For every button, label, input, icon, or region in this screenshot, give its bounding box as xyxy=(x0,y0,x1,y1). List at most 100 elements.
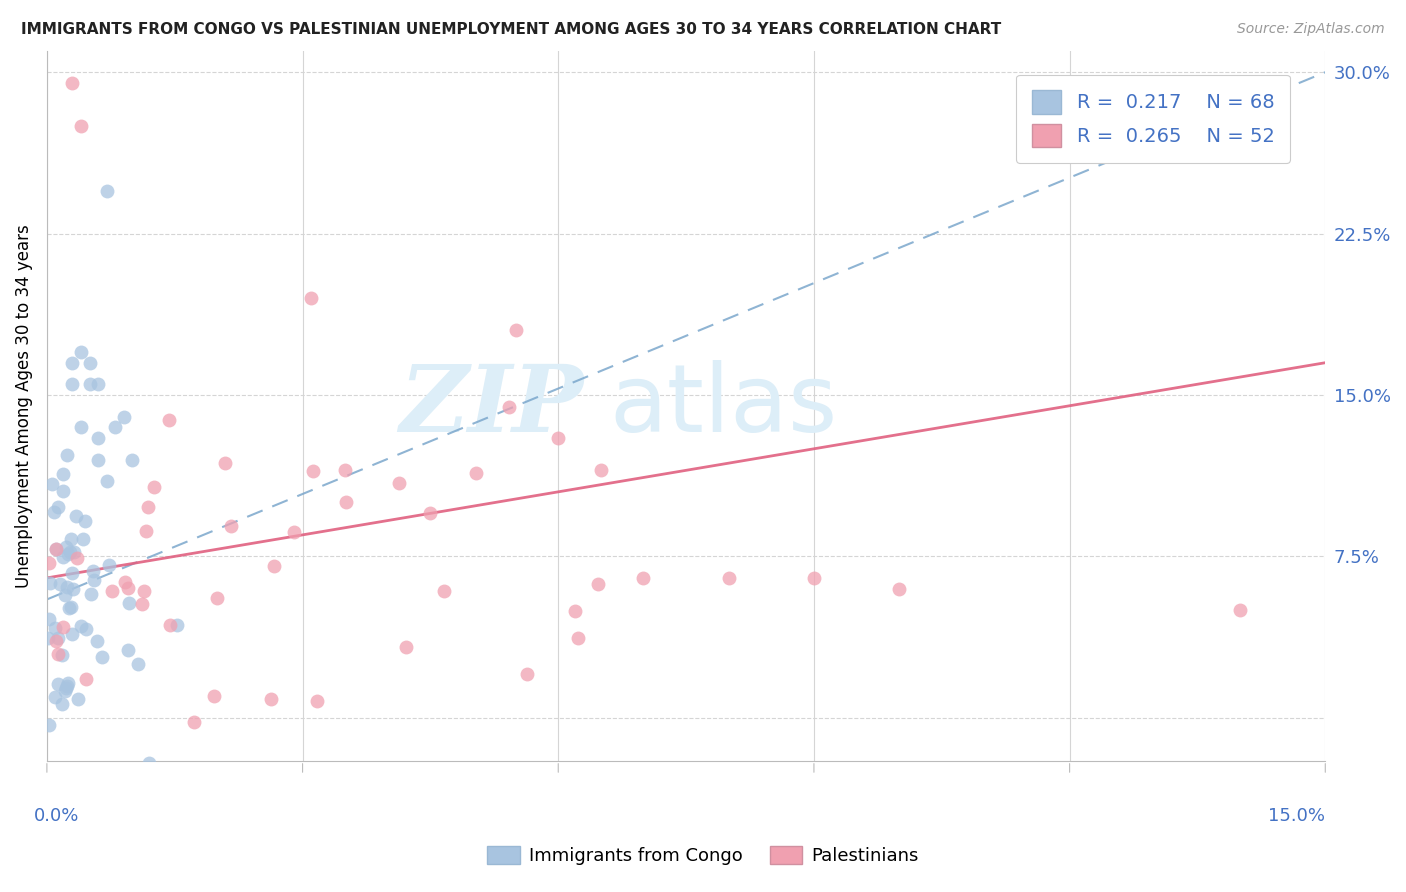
Point xyxy=(51,648,73,662)
Point xyxy=(38,718,60,732)
Point xyxy=(79,772,101,787)
Point xyxy=(46,500,69,515)
Point xyxy=(717,571,740,585)
Point xyxy=(207,591,229,605)
Point xyxy=(97,558,120,573)
Point xyxy=(67,692,90,706)
Point xyxy=(37,631,59,645)
Point xyxy=(96,184,118,198)
Point xyxy=(387,475,409,490)
Legend: R =  0.217    N = 68, R =  0.265    N = 52: R = 0.217 N = 68, R = 0.265 N = 52 xyxy=(1017,75,1289,163)
Point xyxy=(79,377,101,392)
Point xyxy=(395,640,418,655)
Text: 15.0%: 15.0% xyxy=(1268,807,1326,825)
Point xyxy=(79,356,101,370)
Point xyxy=(127,657,149,671)
Point xyxy=(419,507,441,521)
Text: 0.0%: 0.0% xyxy=(34,807,80,825)
Point xyxy=(547,431,569,445)
Point xyxy=(51,697,73,711)
Point xyxy=(41,477,63,491)
Point xyxy=(260,692,283,706)
Point xyxy=(1229,603,1251,617)
Point xyxy=(157,412,180,426)
Point xyxy=(335,463,357,477)
Point xyxy=(263,558,285,573)
Point xyxy=(62,377,84,392)
Point xyxy=(889,582,911,596)
Point xyxy=(283,524,305,539)
Point xyxy=(121,452,143,467)
Point xyxy=(465,466,488,480)
Point xyxy=(45,541,67,556)
Point xyxy=(52,484,75,499)
Point xyxy=(44,690,66,705)
Point xyxy=(53,588,76,602)
Point xyxy=(183,714,205,729)
Point xyxy=(131,598,153,612)
Point xyxy=(73,514,96,528)
Point xyxy=(516,667,538,681)
Point xyxy=(159,617,181,632)
Text: IMMIGRANTS FROM CONGO VS PALESTINIAN UNEMPLOYMENT AMONG AGES 30 TO 34 YEARS CORR: IMMIGRANTS FROM CONGO VS PALESTINIAN UNE… xyxy=(21,22,1001,37)
Point xyxy=(55,681,77,696)
Point xyxy=(142,480,165,494)
Point xyxy=(101,584,124,599)
Point xyxy=(53,684,76,698)
Point xyxy=(56,680,79,694)
Point xyxy=(44,621,66,635)
Point xyxy=(65,508,87,523)
Point xyxy=(202,689,225,703)
Point xyxy=(117,643,139,657)
Point xyxy=(48,577,70,591)
Point xyxy=(52,467,75,481)
Point xyxy=(80,587,103,601)
Point xyxy=(42,506,65,520)
Point xyxy=(505,323,527,337)
Point xyxy=(118,596,141,610)
Text: ZIP: ZIP xyxy=(399,360,583,450)
Point xyxy=(87,431,110,445)
Point xyxy=(433,583,456,598)
Point xyxy=(59,545,82,559)
Point xyxy=(589,463,612,477)
Point xyxy=(219,519,242,533)
Point xyxy=(82,564,104,578)
Point xyxy=(567,631,589,645)
Point xyxy=(45,634,67,648)
Point xyxy=(70,618,93,632)
Point xyxy=(104,420,127,434)
Point xyxy=(114,574,136,589)
Point xyxy=(136,500,159,515)
Point xyxy=(70,119,93,133)
Point xyxy=(56,448,79,462)
Point xyxy=(59,532,82,546)
Point xyxy=(586,577,609,591)
Legend: Immigrants from Congo, Palestinians: Immigrants from Congo, Palestinians xyxy=(478,837,928,874)
Point xyxy=(91,650,114,665)
Point xyxy=(58,601,80,615)
Point xyxy=(58,547,80,561)
Point xyxy=(55,540,77,554)
Point xyxy=(166,618,188,632)
Point xyxy=(302,464,325,478)
Point xyxy=(60,566,83,580)
Point xyxy=(87,453,110,467)
Point xyxy=(138,756,160,770)
Point xyxy=(335,495,357,509)
Point xyxy=(117,796,139,810)
Point xyxy=(45,541,67,556)
Point xyxy=(46,631,69,645)
Point xyxy=(96,474,118,488)
Point xyxy=(56,675,79,690)
Point xyxy=(63,545,86,559)
Point xyxy=(70,420,93,434)
Point xyxy=(117,581,139,595)
Point xyxy=(66,551,89,566)
Point xyxy=(87,377,110,392)
Point xyxy=(83,574,105,588)
Point xyxy=(62,76,84,90)
Point xyxy=(134,584,156,599)
Point xyxy=(214,456,236,470)
Text: Source: ZipAtlas.com: Source: ZipAtlas.com xyxy=(1237,22,1385,37)
